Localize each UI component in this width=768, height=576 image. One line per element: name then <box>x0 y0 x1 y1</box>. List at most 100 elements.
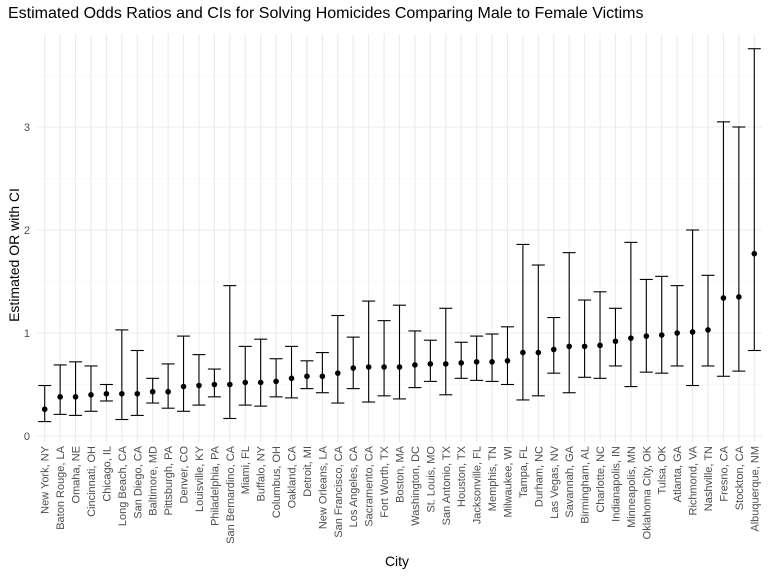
point-estimate <box>304 373 310 380</box>
error-bar <box>470 335 484 381</box>
x-tick-label: Birmingham, AL <box>580 446 592 524</box>
x-tick-label: Detroit, MI <box>302 446 314 497</box>
error-bar <box>562 252 576 394</box>
error-bar <box>285 345 299 399</box>
x-tick-label: Oklahoma City, OK <box>641 445 653 539</box>
point-estimate <box>227 381 233 388</box>
error-bar <box>716 121 730 377</box>
x-tick-label: Cincinnati, OH <box>86 446 98 517</box>
error-bar <box>362 300 376 403</box>
error-bar <box>346 336 360 390</box>
x-tick-label: Jacksonville, FL <box>472 446 484 524</box>
error-bar <box>531 264 545 397</box>
error-bar <box>500 326 514 386</box>
x-tick-label: Washington, DC <box>410 446 422 526</box>
error-bar <box>747 48 761 352</box>
point-estimate <box>88 392 94 398</box>
point-estimate <box>211 381 218 388</box>
error-bar <box>655 275 669 374</box>
error-bar <box>516 243 530 401</box>
x-tick-label: Chicago, IL <box>101 446 113 502</box>
point-estimate <box>412 362 418 368</box>
point-estimate <box>41 406 48 413</box>
x-tick-label: San Bernardino, CA <box>225 445 237 543</box>
x-axis-ticks: New York, NY Baton Rouge, LA Omaha, NE Cinc… <box>40 445 762 544</box>
x-tick-label: Baton Rouge, LA <box>55 445 67 529</box>
x-tick-label: Nashville, TN <box>703 446 715 511</box>
error-bar <box>377 320 391 397</box>
error-bar <box>701 274 715 367</box>
point-estimate <box>705 327 711 333</box>
x-tick-label: New Orleans, LA <box>317 445 329 529</box>
x-tick-label: Indianapolis, IN <box>610 446 622 522</box>
point-estimate <box>334 370 341 376</box>
x-tick-label: Baltimore, MD <box>148 446 160 516</box>
point-estimate <box>658 332 665 338</box>
error-bar <box>192 354 206 406</box>
point-estimate <box>643 333 650 339</box>
point-estimate <box>381 364 387 370</box>
x-tick-label: Sacramento, CA <box>364 445 376 526</box>
x-tick-label: Memphis, TN <box>487 446 499 511</box>
point-estimate <box>180 383 187 390</box>
point-estimate <box>273 378 279 385</box>
error-bar <box>38 384 52 423</box>
point-estimate <box>365 364 372 370</box>
error-bar <box>639 278 653 373</box>
x-tick-label: San Diego, CA <box>132 445 144 518</box>
error-bar <box>393 304 406 400</box>
y-tick-label: 2 <box>24 225 30 237</box>
x-tick-label: Tampa, FL <box>518 446 530 498</box>
error-bar <box>423 339 437 382</box>
error-bar <box>115 329 129 421</box>
x-tick-label: Pittsburgh, PA <box>163 445 175 515</box>
point-estimate <box>581 343 588 350</box>
error-bar <box>608 307 622 367</box>
point-estimate <box>442 361 449 367</box>
point-estimate <box>165 388 171 395</box>
error-bar <box>485 333 499 382</box>
x-tick-label: Denver, CO <box>179 446 191 504</box>
point-estimate <box>597 342 603 349</box>
error-bar <box>732 126 746 372</box>
error-bar <box>547 316 561 374</box>
point-estimate <box>751 250 758 257</box>
y-tick-label: 3 <box>24 122 30 134</box>
x-tick-label: San Francisco, CA <box>333 445 345 537</box>
y-tick-label: 0 <box>24 431 30 443</box>
x-tick-label: Houston, TX <box>456 445 468 507</box>
error-bar <box>269 358 283 398</box>
x-tick-label: Durham, NC <box>533 446 545 507</box>
error-bar <box>331 314 345 404</box>
error-bar <box>130 349 144 416</box>
x-tick-label: New York, NY <box>40 445 52 514</box>
point-estimate <box>736 294 742 300</box>
error-bar <box>670 285 684 367</box>
error-bar <box>238 345 252 406</box>
x-tick-label: Fresno, CA <box>718 445 730 501</box>
point-estimate <box>119 390 125 397</box>
x-tick-label: Las Vegas, NV <box>549 445 561 518</box>
point-estimate <box>103 390 110 397</box>
x-tick-label: San Antonio, TX <box>441 445 453 525</box>
x-tick-label: Miami, FL <box>240 446 252 494</box>
error-bars <box>38 48 761 423</box>
error-bar <box>624 241 638 388</box>
point-estimate <box>720 295 727 301</box>
error-bar <box>69 361 83 416</box>
point-estimates <box>41 250 758 413</box>
point-estimate <box>196 382 202 389</box>
point-estimate <box>628 335 634 341</box>
x-tick-label: Boston, MA <box>395 445 407 503</box>
point-estimate <box>674 330 680 336</box>
x-tick-label: Savannah, GA <box>564 445 576 517</box>
error-bar <box>84 365 98 412</box>
point-estimate <box>72 394 79 400</box>
x-tick-label: Los Angeles, CA <box>348 445 360 527</box>
point-estimate <box>689 329 696 335</box>
error-bar <box>315 352 329 394</box>
point-estimate <box>396 364 403 370</box>
x-tick-label: Tulsa, OK <box>657 445 669 494</box>
error-bar <box>686 229 700 387</box>
